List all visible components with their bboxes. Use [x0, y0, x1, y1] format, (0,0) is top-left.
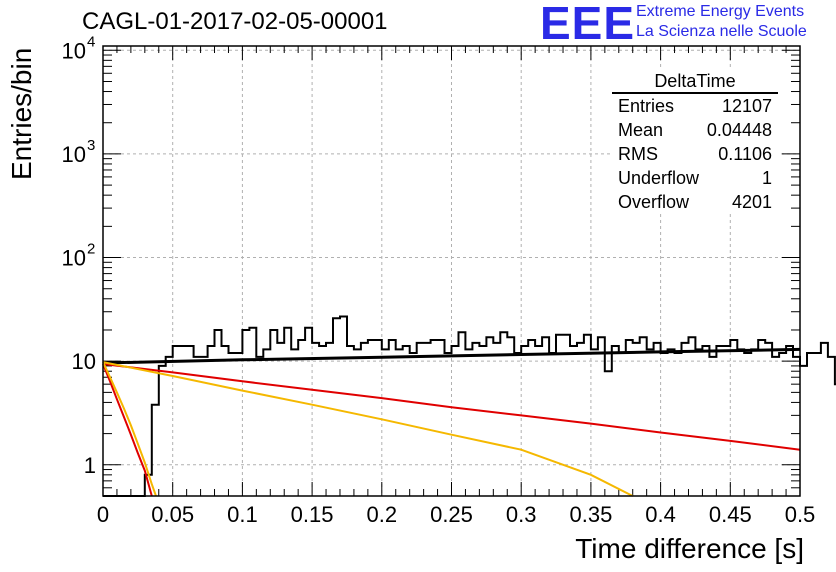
stats-row: Underflow 1: [612, 166, 778, 190]
histogram-series: [103, 315, 836, 497]
x-tick-label: 0.35: [569, 502, 612, 527]
y-tick-label: 1: [84, 453, 96, 478]
x-tick-label: 0.15: [291, 502, 334, 527]
fit-curve-black: [102, 347, 801, 365]
x-tick-label: 0.1: [227, 502, 258, 527]
y-tick-exponent: 2: [87, 241, 95, 258]
stats-label: Underflow: [618, 168, 700, 188]
fit-curve-yellow: [102, 361, 634, 497]
x-tick-label: 0.5: [785, 502, 816, 527]
y-tick-label: 10: [62, 38, 86, 63]
y-tick-exponent: 4: [87, 33, 95, 50]
stats-value: 4201: [731, 192, 772, 212]
stats-row: Entries 12107: [612, 94, 778, 118]
y-tick-label: 10: [72, 349, 96, 374]
stats-label: Overflow: [618, 192, 690, 212]
x-tick-label: 0.45: [709, 502, 752, 527]
stats-label: RMS: [618, 144, 658, 164]
stats-row: RMS 0.1106: [612, 142, 778, 166]
logo-subtitle-1: Extreme Energy Events: [636, 3, 805, 20]
x-tick-label: 0.05: [151, 502, 194, 527]
eee-logo: EEE: [540, 0, 636, 49]
stats-value: 1: [761, 168, 772, 188]
stats-box: DeltaTime Entries 12107 Mean 0.04448 RMS 0.…: [612, 70, 778, 214]
x-tick-label: 0: [97, 502, 109, 527]
x-tick-label: 0.4: [645, 502, 676, 527]
fit-curve-red: [102, 363, 801, 451]
logo-subtitle-2: La Scienza nelle Scuole: [636, 23, 807, 40]
page-title: CAGL-01-2017-02-05-00001: [82, 8, 388, 35]
stats-value: 12107: [721, 96, 772, 116]
stats-label: Entries: [618, 96, 675, 116]
y-tick-label: 10: [62, 246, 86, 271]
fit-curve-red: [102, 363, 153, 497]
stats-row: Overflow 4201: [612, 190, 778, 214]
y-tick-exponent: 3: [87, 137, 95, 154]
stats-label: Mean: [618, 120, 664, 140]
x-tick-label: 0.3: [506, 502, 537, 527]
stats-title: DeltaTime: [612, 70, 778, 94]
y-axis-label: Entries/bin: [6, 47, 37, 180]
plot-frame: [102, 45, 801, 497]
x-tick-label: 0.2: [367, 502, 398, 527]
fit-curve-yellow: [102, 361, 157, 497]
x-tick-label: 0.25: [430, 502, 473, 527]
stats-value: 0.04448: [706, 120, 772, 140]
stats-value: 0.1106: [718, 144, 772, 164]
stats-row: Mean 0.04448: [612, 118, 778, 142]
x-axis-label: Time difference [s]: [575, 533, 804, 564]
y-tick-label: 10: [62, 142, 86, 167]
